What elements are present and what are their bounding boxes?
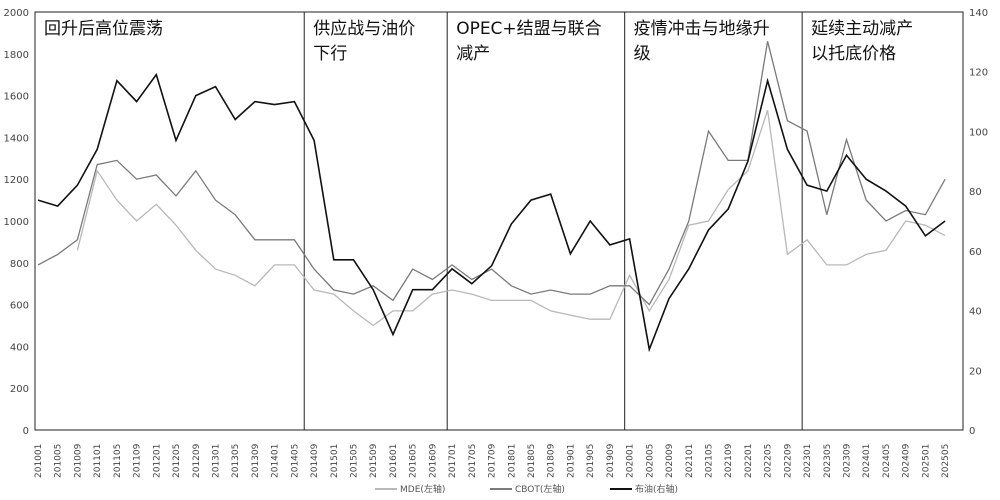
x-tick-label: 201501 xyxy=(330,444,340,478)
x-tick-label: 201705 xyxy=(468,444,478,478)
period-annotation: 以托底价格 xyxy=(811,44,896,64)
y-left-tick-label: 1000 xyxy=(4,217,29,228)
legend-label: CBOT(左轴) xyxy=(515,483,565,495)
x-tick-label: 201001 xyxy=(34,444,44,478)
x-tick-label: 201609 xyxy=(428,443,438,478)
x-tick-label: 201009 xyxy=(73,443,83,478)
y-right-tick-label: 140 xyxy=(969,8,988,19)
x-tick-label: 201105 xyxy=(113,444,123,478)
x-tick-label: 202301 xyxy=(803,444,813,478)
x-tick-label: 202005 xyxy=(645,444,655,478)
y-right-tick-label: 100 xyxy=(969,127,988,138)
x-tick-label: 202505 xyxy=(941,444,951,478)
y-left-tick-label: 1600 xyxy=(4,92,29,103)
legend-label: MDE(左轴) xyxy=(400,483,445,495)
y-right-tick-label: 40 xyxy=(969,307,982,318)
y-left-tick-label: 1400 xyxy=(4,133,29,144)
y-right-tick-label: 80 xyxy=(969,187,982,198)
x-tick-label: 201505 xyxy=(350,444,360,478)
x-tick-label: 201801 xyxy=(507,444,517,478)
y-right-tick-label: 20 xyxy=(969,366,982,377)
period-annotation: 级 xyxy=(634,44,651,64)
x-tick-label: 201401 xyxy=(271,444,281,478)
x-tick-label: 202401 xyxy=(862,444,872,478)
x-tick-label: 201209 xyxy=(192,443,202,478)
x-tick-label: 202209 xyxy=(783,443,793,478)
x-tick-label: 202309 xyxy=(843,443,853,478)
x-tick-label: 202205 xyxy=(764,444,774,478)
x-tick-label: 202105 xyxy=(704,444,714,478)
period-annotation: 供应战与油价 xyxy=(313,19,415,39)
y-left-tick-label: 400 xyxy=(10,342,29,353)
x-tick-label: 201805 xyxy=(527,444,537,478)
y-left-tick-label: 0 xyxy=(23,426,29,437)
x-tick-label: 202501 xyxy=(921,444,931,478)
y-right-tick-label: 0 xyxy=(969,426,975,437)
x-tick-label: 201405 xyxy=(290,444,300,478)
x-tick-label: 202009 xyxy=(665,443,675,478)
x-tick-label: 201205 xyxy=(172,444,182,478)
x-tick-label: 201509 xyxy=(369,443,379,478)
x-tick-label: 202201 xyxy=(744,444,754,478)
x-tick-label: 202305 xyxy=(823,444,833,478)
x-tick-label: 201109 xyxy=(133,443,143,478)
period-annotation: 下行 xyxy=(313,44,347,64)
y-left-tick-label: 200 xyxy=(10,384,29,395)
x-tick-label: 201301 xyxy=(211,444,221,478)
series-line-1 xyxy=(76,109,946,327)
x-tick-label: 201709 xyxy=(488,443,498,478)
x-tick-label: 201605 xyxy=(409,444,419,478)
x-tick-label: 201305 xyxy=(231,444,241,478)
period-annotation: 减产 xyxy=(456,44,490,64)
period-annotation: 延续主动减产 xyxy=(811,19,913,39)
x-tick-label: 201601 xyxy=(389,444,399,478)
x-tick-label: 201809 xyxy=(547,443,557,478)
y-left-tick-label: 800 xyxy=(10,259,29,270)
x-tick-label: 202109 xyxy=(724,443,734,478)
x-tick-label: 201005 xyxy=(54,444,64,478)
x-tick-label: 201101 xyxy=(93,444,103,478)
x-tick-label: 201905 xyxy=(586,444,596,478)
x-tick-label: 201909 xyxy=(606,443,616,478)
series-line-3 xyxy=(37,72,946,353)
x-tick-label: 202101 xyxy=(685,444,695,478)
x-tick-label: 201201 xyxy=(152,444,162,478)
legend-label: 布油(右轴) xyxy=(635,483,678,495)
x-tick-label: 201309 xyxy=(251,443,261,478)
y-right-tick-label: 120 xyxy=(969,68,988,79)
plot-frame xyxy=(34,11,964,431)
x-tick-label: 201701 xyxy=(448,444,458,478)
x-tick-label: 201409 xyxy=(310,443,320,478)
period-annotation: OPEC+结盟与联合 xyxy=(456,19,602,39)
y-left-tick-label: 1200 xyxy=(4,175,29,186)
y-left-tick-label: 1800 xyxy=(4,50,29,61)
y-left-tick-label: 600 xyxy=(10,301,29,312)
period-annotation: 回升后高位震荡 xyxy=(44,19,163,39)
x-tick-label: 202001 xyxy=(626,444,636,478)
x-tick-label: 201901 xyxy=(566,444,576,478)
x-tick-label: 202409 xyxy=(902,443,912,478)
y-right-tick-label: 60 xyxy=(969,247,982,258)
period-annotation: 疫情冲击与地缘升 xyxy=(634,19,770,39)
x-tick-label: 202405 xyxy=(882,444,892,478)
y-left-tick-label: 2000 xyxy=(4,8,29,19)
